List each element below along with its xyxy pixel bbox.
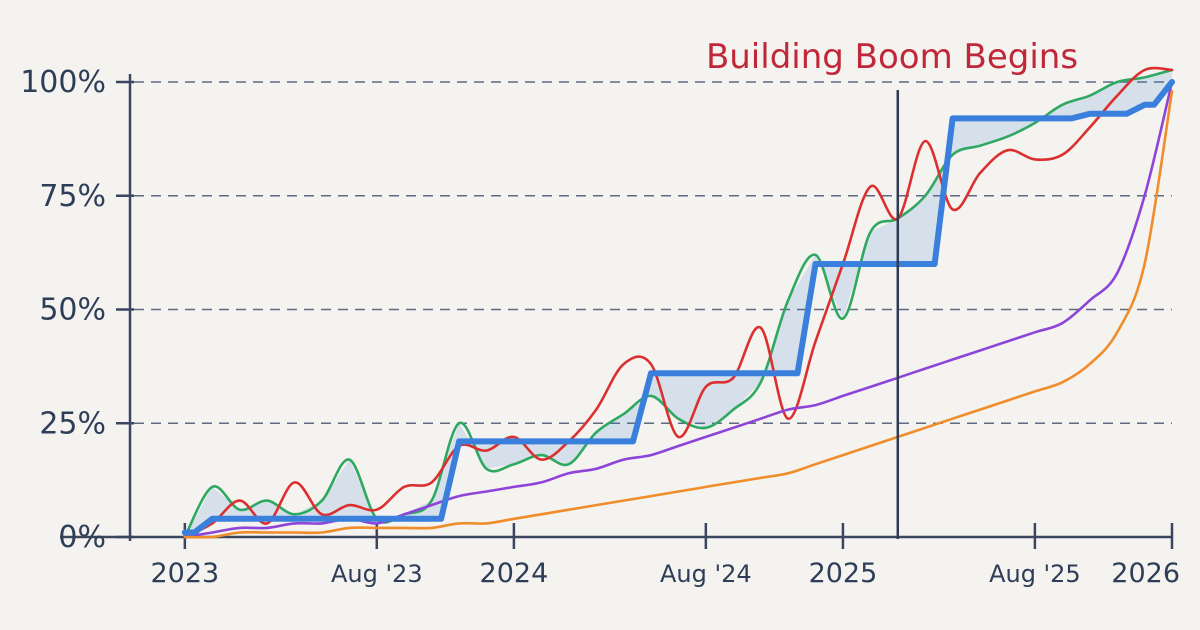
series-line-0 bbox=[181, 79, 1175, 536]
x-tick-label: 2026 bbox=[1111, 558, 1180, 589]
y-tick-label: 50% bbox=[39, 293, 106, 328]
x-axis-ticks: 2023 Aug '23 2024 Aug '24 2025 Aug '25 2026 bbox=[150, 558, 1180, 589]
x-tick-label: 2024 bbox=[480, 558, 549, 589]
axes bbox=[60, 74, 1174, 549]
series-lines bbox=[181, 66, 1175, 539]
annotation: Building Boom Begins bbox=[706, 37, 1078, 539]
x-tick-label: 2025 bbox=[809, 558, 878, 589]
x-tick-label: Aug '24 bbox=[660, 560, 752, 588]
x-tick-label: Aug '23 bbox=[331, 560, 423, 588]
series-line-2 bbox=[183, 66, 1174, 539]
annotation-label: Building Boom Begins bbox=[706, 37, 1078, 77]
y-tick-label: 75% bbox=[39, 179, 106, 214]
y-tick-label: 100% bbox=[20, 65, 106, 100]
series-line-1 bbox=[183, 68, 1174, 539]
y-tick-label: 25% bbox=[39, 406, 106, 441]
gridlines bbox=[134, 81, 1172, 424]
y-axis-ticks: 0% 25% 50% 75% 100% bbox=[20, 65, 106, 555]
band-fill bbox=[184, 70, 1173, 537]
band-fill-area bbox=[184, 70, 1173, 537]
series-line-4 bbox=[183, 89, 1174, 539]
y-tick-label: 0% bbox=[58, 520, 106, 555]
x-tick-label: 2023 bbox=[150, 558, 219, 589]
x-tick-label: Aug '25 bbox=[989, 560, 1081, 588]
